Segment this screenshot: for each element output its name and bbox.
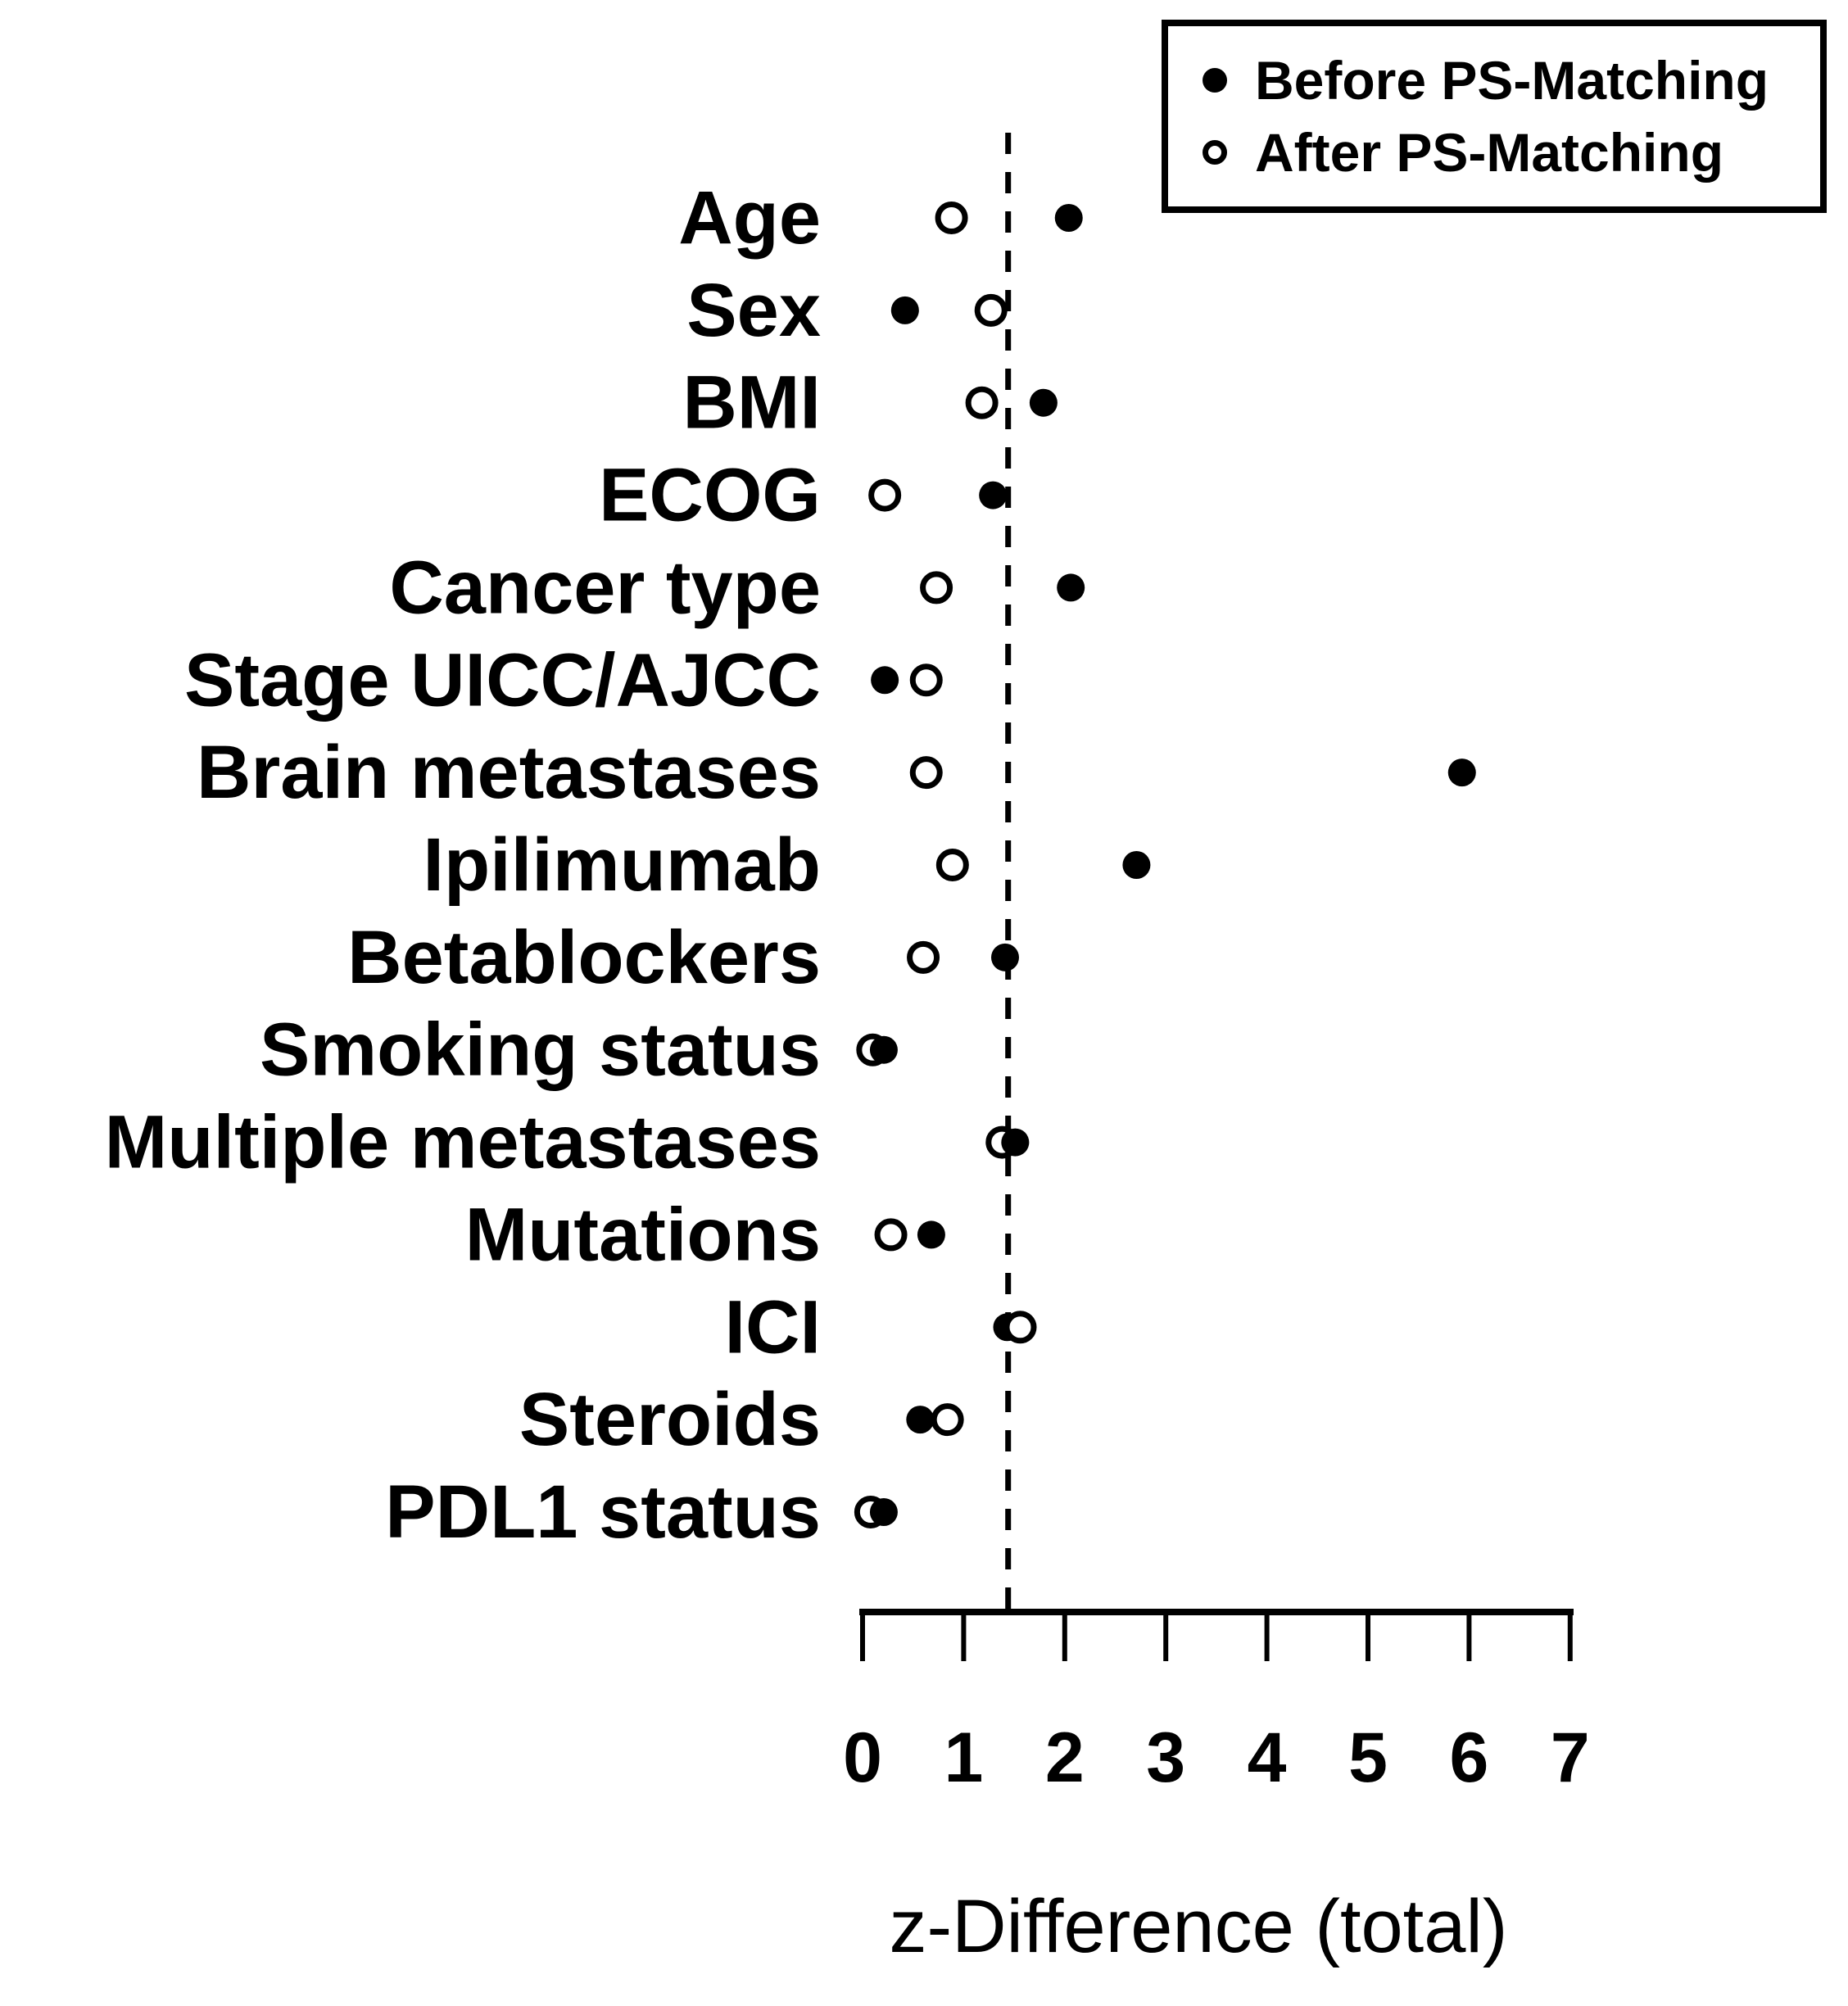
point-after-ps-matching bbox=[935, 202, 968, 234]
category-label: ICI bbox=[724, 1285, 821, 1369]
point-before-ps-matching bbox=[890, 296, 919, 324]
point-before-ps-matching bbox=[1447, 758, 1476, 787]
x-tick-label: 1 bbox=[944, 1718, 983, 1797]
category-label: Brain metastases bbox=[197, 731, 821, 814]
x-tick-label: 6 bbox=[1449, 1718, 1488, 1797]
point-before-ps-matching bbox=[917, 1220, 945, 1249]
x-tick-label: 4 bbox=[1248, 1718, 1287, 1797]
point-after-ps-matching bbox=[1003, 1311, 1037, 1344]
category-label: Cancer type bbox=[389, 546, 821, 629]
category-label: PDL1 status bbox=[385, 1470, 821, 1554]
point-after-ps-matching bbox=[874, 1218, 908, 1252]
category-label: ECOG bbox=[599, 454, 821, 537]
point-after-ps-matching bbox=[909, 756, 943, 790]
category-label: Sex bbox=[686, 269, 821, 352]
point-after-ps-matching bbox=[909, 663, 943, 697]
category-label: Betablockers bbox=[347, 916, 821, 999]
point-after-ps-matching bbox=[920, 571, 953, 605]
point-before-ps-matching bbox=[906, 1406, 935, 1434]
point-after-ps-matching bbox=[974, 293, 1008, 327]
legend-label-after: After PS-Matching bbox=[1255, 122, 1724, 183]
point-after-ps-matching bbox=[935, 848, 969, 881]
category-label: Stage UICC/AJCC bbox=[184, 638, 821, 722]
point-before-ps-matching bbox=[869, 1035, 898, 1064]
category-label: Age bbox=[678, 176, 821, 260]
point-before-ps-matching bbox=[1001, 1128, 1030, 1157]
legend: Before PS-Matching After PS-Matching bbox=[1162, 20, 1827, 213]
point-before-ps-matching bbox=[1122, 850, 1151, 879]
x-tick-label: 5 bbox=[1348, 1718, 1388, 1797]
legend-item-after: After PS-Matching bbox=[1168, 122, 1820, 183]
point-after-ps-matching bbox=[965, 386, 999, 419]
point-before-ps-matching bbox=[979, 481, 1008, 509]
category-label: Smoking status bbox=[260, 1008, 821, 1092]
point-after-ps-matching bbox=[931, 1403, 964, 1437]
x-axis-title: z-Difference (total) bbox=[889, 1885, 1508, 1968]
legend-item-before: Before PS-Matching bbox=[1168, 50, 1820, 111]
category-label: Mutations bbox=[465, 1193, 821, 1276]
point-before-ps-matching bbox=[869, 1497, 898, 1526]
category-label: Multiple metastases bbox=[105, 1101, 821, 1184]
point-before-ps-matching bbox=[1054, 204, 1083, 232]
point-before-ps-matching bbox=[871, 666, 899, 695]
point-after-ps-matching bbox=[907, 940, 940, 974]
point-after-ps-matching bbox=[868, 478, 902, 512]
legend-label-before: Before PS-Matching bbox=[1255, 50, 1769, 111]
point-before-ps-matching bbox=[990, 943, 1019, 971]
x-tick-label: 0 bbox=[843, 1718, 882, 1797]
category-label: BMI bbox=[682, 361, 821, 445]
point-before-ps-matching bbox=[1057, 573, 1085, 602]
category-label: Ipilimumab bbox=[423, 823, 821, 907]
point-before-ps-matching bbox=[1029, 388, 1058, 417]
x-tick-label: 7 bbox=[1551, 1718, 1590, 1797]
open-circle-icon bbox=[1203, 140, 1227, 165]
x-tick-label: 3 bbox=[1146, 1718, 1185, 1797]
category-label: Steroids bbox=[519, 1378, 821, 1461]
filled-circle-icon bbox=[1203, 68, 1227, 93]
x-tick-label: 2 bbox=[1045, 1718, 1085, 1797]
